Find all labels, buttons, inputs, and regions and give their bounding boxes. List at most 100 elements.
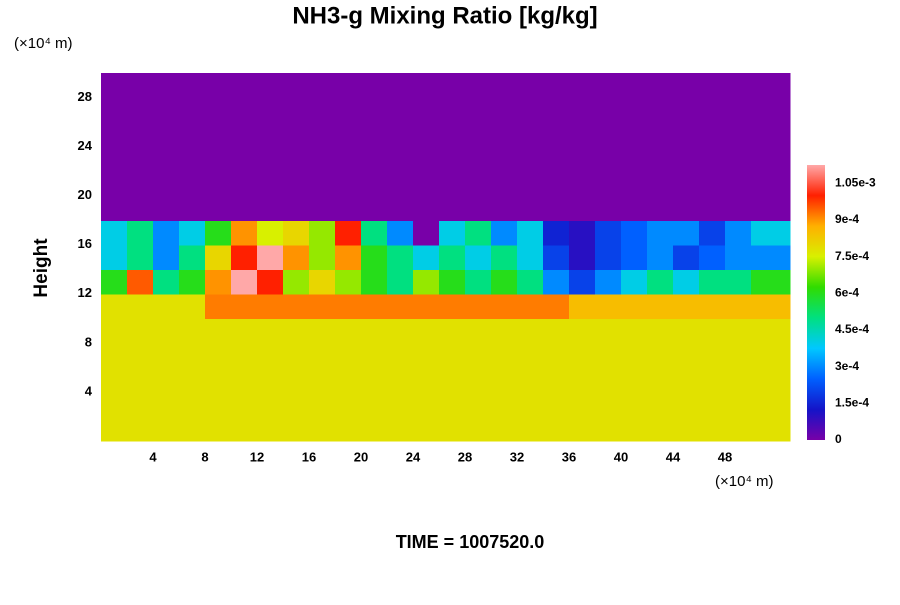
heatmap-cell <box>283 318 310 344</box>
heatmap-cell <box>751 195 791 221</box>
heatmap-cell <box>517 220 544 246</box>
heatmap-cell <box>569 195 596 221</box>
heatmap-cell <box>309 122 336 148</box>
y-axis-label: Height <box>31 238 52 298</box>
heatmap-cell <box>153 171 180 197</box>
heatmap-cell <box>153 342 180 368</box>
heatmap-cell <box>751 367 791 393</box>
heatmap-cell <box>231 269 258 295</box>
heatmap-cell <box>231 73 258 99</box>
heatmap-cell <box>257 269 284 295</box>
heatmap-cell <box>205 391 232 418</box>
heatmap-cell <box>647 171 674 197</box>
heatmap-cell <box>647 367 674 393</box>
heatmap-cell <box>335 73 362 99</box>
heatmap-cell <box>231 146 258 172</box>
x-tick-label: 24 <box>406 449 421 464</box>
heatmap-cell <box>127 220 154 246</box>
heatmap-cell <box>413 171 440 197</box>
heatmap-cell <box>153 269 180 295</box>
heatmap-cell <box>257 244 284 270</box>
heatmap-cell <box>595 122 622 148</box>
heatmap-cell <box>179 220 206 246</box>
heatmap-cell <box>439 293 466 319</box>
heatmap-cell <box>465 244 492 270</box>
heatmap-cell <box>673 244 700 270</box>
heatmap-cell <box>335 171 362 197</box>
heatmap-cell <box>491 318 518 344</box>
heatmap-cell <box>257 73 284 99</box>
heatmap-cell <box>205 293 232 319</box>
heatmap-cell <box>751 97 791 123</box>
heatmap-cell <box>361 391 388 418</box>
heatmap-cell <box>751 171 791 197</box>
heatmap-cell <box>387 73 414 99</box>
heatmap-cell <box>101 293 128 319</box>
heatmap-cell <box>205 342 232 368</box>
heatmap-cell <box>335 146 362 172</box>
heatmap-cell <box>153 367 180 393</box>
heatmap-cell <box>179 171 206 197</box>
chart-title: NH3-g Mixing Ratio [kg/kg] <box>292 2 597 29</box>
heatmap-cell <box>491 269 518 295</box>
heatmap-cell <box>257 416 284 442</box>
heatmap-cell <box>439 171 466 197</box>
heatmap-cell <box>699 195 726 221</box>
colorbar-tick-label: 4.5e-4 <box>835 322 869 336</box>
heatmap-cell <box>231 367 258 393</box>
heatmap-cell <box>725 367 752 393</box>
heatmap-cell <box>595 195 622 221</box>
heatmap-cell <box>699 146 726 172</box>
heatmap-cell <box>309 293 336 319</box>
heatmap-cell <box>101 146 128 172</box>
x-tick-label: 48 <box>718 449 732 464</box>
heatmap-cell <box>439 220 466 246</box>
heatmap-cell <box>569 367 596 393</box>
y-tick-label: 28 <box>78 89 92 104</box>
heatmap-cell <box>751 269 791 295</box>
heatmap-cell <box>595 293 622 319</box>
heatmap-cell <box>335 269 362 295</box>
heatmap-cell <box>309 195 336 221</box>
heatmap-cell <box>127 367 154 393</box>
heatmap-cell <box>283 122 310 148</box>
heatmap-cell <box>153 293 180 319</box>
heatmap-cell <box>101 171 128 197</box>
heatmap-cell <box>309 342 336 368</box>
heatmap-cell <box>647 293 674 319</box>
colorbar-tick-label: 0 <box>835 432 842 446</box>
heatmap-cell <box>127 318 154 344</box>
heatmap-cell <box>257 342 284 368</box>
heatmap-cell <box>647 318 674 344</box>
heatmap-cell <box>699 73 726 99</box>
heatmap-cell <box>257 146 284 172</box>
heatmap-cell <box>439 146 466 172</box>
heatmap-cell <box>725 391 752 418</box>
heatmap-cell <box>179 293 206 319</box>
heatmap-cell <box>699 269 726 295</box>
heatmap-cell <box>101 391 128 418</box>
heatmap-cell <box>387 342 414 368</box>
y-tick-label: 8 <box>85 334 92 349</box>
heatmap-cell <box>387 220 414 246</box>
heatmap-cell <box>127 195 154 221</box>
heatmap-cell <box>621 195 648 221</box>
x-tick-label: 4 <box>149 449 157 464</box>
heatmap-cell <box>621 220 648 246</box>
heatmap-cell <box>569 318 596 344</box>
heatmap-cell <box>387 269 414 295</box>
heatmap-cell <box>257 97 284 123</box>
heatmap-cell <box>127 97 154 123</box>
heatmap-cell <box>647 73 674 99</box>
heatmap-cell <box>231 244 258 270</box>
heatmap-cell <box>673 195 700 221</box>
heatmap-cell <box>595 244 622 270</box>
heatmap-cell <box>413 195 440 221</box>
heatmap-cell <box>335 293 362 319</box>
heatmap-cell <box>413 244 440 270</box>
heatmap-cell <box>413 318 440 344</box>
heatmap-cell <box>309 146 336 172</box>
heatmap-cell <box>595 73 622 99</box>
heatmap-cell <box>491 171 518 197</box>
